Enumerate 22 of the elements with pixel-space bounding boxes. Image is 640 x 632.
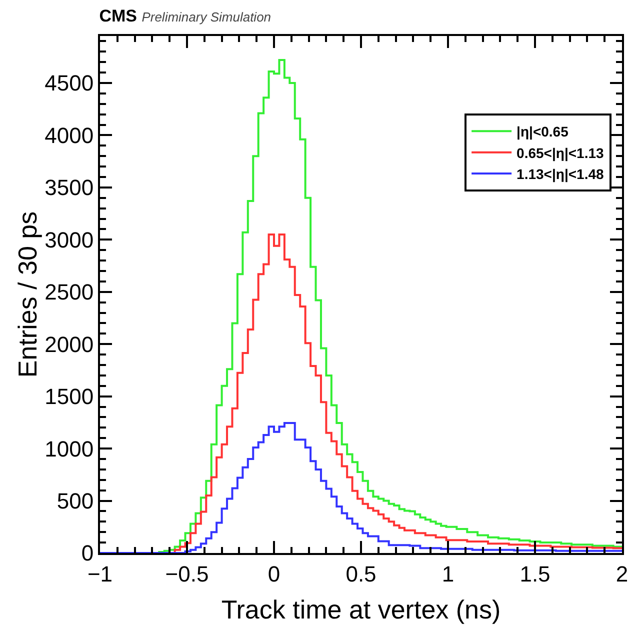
y-tick-label: 2500 bbox=[44, 280, 94, 305]
legend-label: 0.65<|η|<1.13 bbox=[516, 144, 604, 162]
y-tick-label: 3000 bbox=[44, 227, 94, 252]
legend-label: 1.13<|η|<1.48 bbox=[516, 166, 604, 184]
legend-label: |η|<0.65 bbox=[516, 124, 569, 141]
y-tick-label: 4000 bbox=[44, 122, 94, 148]
x-tick-label: 1.5 bbox=[520, 561, 550, 586]
y-tick-label: 4500 bbox=[44, 70, 94, 96]
y-tick-label: 1500 bbox=[44, 384, 94, 410]
x-tick-label: 0.5 bbox=[346, 561, 376, 586]
x-tick-label: 2 bbox=[616, 561, 628, 586]
x-tick-label: 0 bbox=[268, 561, 280, 586]
y-tick-label: 3500 bbox=[44, 175, 94, 200]
x-tick-label: −0.5 bbox=[165, 561, 209, 586]
y-tick-label: 500 bbox=[56, 488, 94, 514]
chart-subtitle: Preliminary Simulation bbox=[142, 9, 272, 24]
y-tick-label: 2000 bbox=[44, 332, 94, 357]
chart-title: CMS bbox=[99, 6, 137, 26]
x-axis-title: Track time at vertex (ns) bbox=[221, 594, 501, 625]
x-tick-label: 1 bbox=[442, 561, 454, 586]
y-tick-label: 1000 bbox=[44, 436, 94, 462]
y-axis-title: Entries / 30 ps bbox=[12, 211, 43, 378]
